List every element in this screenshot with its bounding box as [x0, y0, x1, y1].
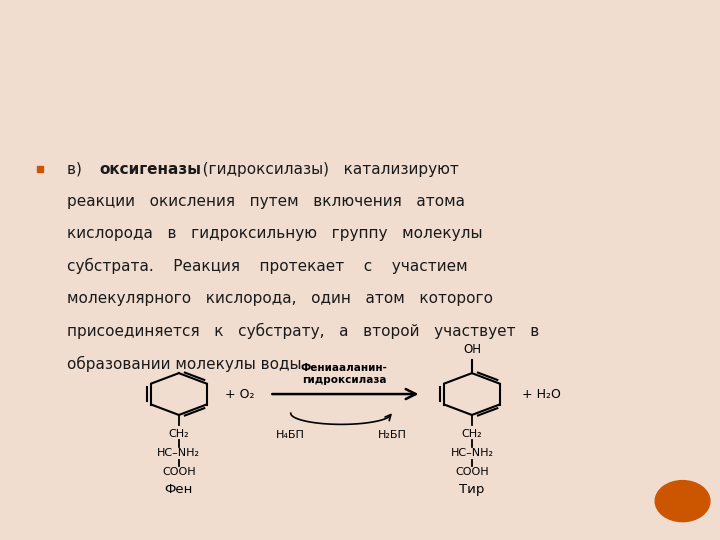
Text: + O₂: + O₂ — [225, 388, 255, 401]
Text: COOH: COOH — [162, 468, 196, 477]
Text: присоединяется   к   субстрату,   а   второй   участвует   в: присоединяется к субстрату, а второй уча… — [68, 323, 540, 339]
Text: HC–NH₂: HC–NH₂ — [451, 448, 493, 458]
Text: образовании молекулы воды: образовании молекулы воды — [68, 355, 302, 372]
Text: реакции   окисления   путем   включения   атома: реакции окисления путем включения атома — [68, 194, 465, 209]
Text: (гидроксилазы)   катализируют: (гидроксилазы) катализируют — [188, 161, 459, 177]
Text: субстрата.    Реакция    протекает    с    участием: субстрата. Реакция протекает с участием — [68, 258, 468, 274]
Text: COOH: COOH — [455, 468, 489, 477]
Text: в): в) — [68, 161, 97, 177]
Text: CH₂: CH₂ — [168, 429, 189, 439]
Text: Н₂БП: Н₂БП — [377, 430, 406, 440]
Text: кислорода   в   гидроксильную   группу   молекулы: кислорода в гидроксильную группу молекул… — [68, 226, 483, 241]
Text: + H₂O: + H₂O — [522, 388, 561, 401]
Text: OH: OH — [463, 343, 481, 356]
Text: оксигеназы: оксигеназы — [100, 161, 202, 177]
Text: Фениааланин-: Фениааланин- — [300, 363, 387, 373]
Text: Фен: Фен — [165, 483, 193, 496]
Text: CH₂: CH₂ — [462, 429, 482, 439]
Text: Н₄БП: Н₄БП — [276, 430, 305, 440]
Text: гидроксилаза: гидроксилаза — [302, 375, 386, 385]
Text: молекулярного   кислорода,   один   атом   которого: молекулярного кислорода, один атом котор… — [68, 291, 493, 306]
Text: HC–NH₂: HC–NH₂ — [158, 448, 200, 458]
Text: Тир: Тир — [459, 483, 485, 496]
